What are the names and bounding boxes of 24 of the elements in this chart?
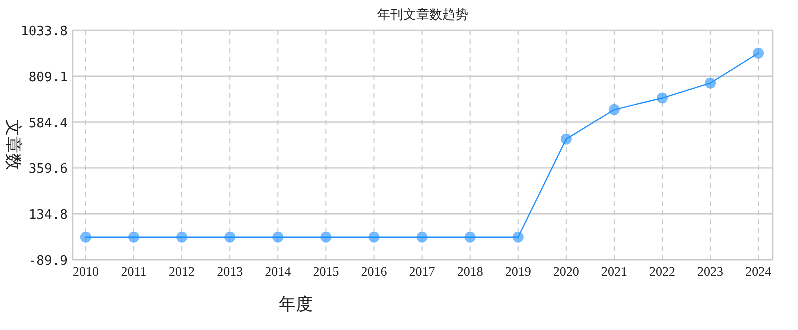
- y-tick-label: 584.4: [28, 116, 68, 132]
- x-tick-label: 2022: [650, 264, 676, 279]
- x-tick-label: 2016: [361, 264, 388, 279]
- x-tick-label: 2011: [121, 264, 147, 279]
- chart-title: 年刊文章数趋势: [378, 7, 468, 22]
- x-tick-label: 2020: [553, 264, 580, 279]
- x-tick-label: 2018: [457, 264, 484, 279]
- y-axis-title: 文章数: [4, 120, 23, 170]
- y-tick-label: 1033.8: [21, 24, 68, 40]
- x-tick-label: 2010: [72, 264, 99, 279]
- x-tick-label: 2012: [169, 264, 196, 279]
- y-tick-label: 359.6: [28, 162, 68, 178]
- x-tick-label: 2024: [746, 264, 772, 279]
- y-tick-label: 134.8: [28, 208, 68, 224]
- x-tick-label: 2019: [505, 264, 532, 279]
- x-tick-label: 2017: [409, 264, 436, 279]
- x-tick-label: 2013: [217, 264, 244, 279]
- x-tick-label: 2015: [313, 264, 340, 279]
- y-tick-label: -89.9: [28, 254, 68, 269]
- x-axis-title: 年度: [279, 295, 313, 314]
- x-tick-label: 2021: [601, 264, 628, 279]
- x-tick-label: 2023: [698, 264, 724, 279]
- y-tick-label: 809.1: [28, 70, 68, 86]
- x-tick-label: 2014: [265, 264, 292, 279]
